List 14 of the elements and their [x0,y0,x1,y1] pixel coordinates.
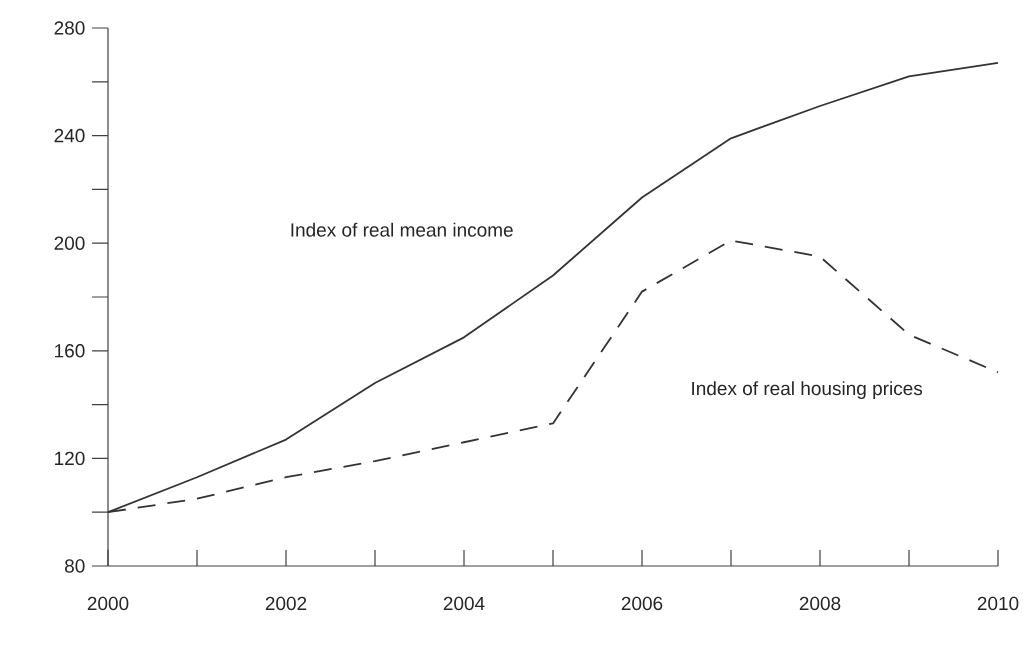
x-tick-label: 2008 [799,596,841,611]
y-tick-label: 200 [54,236,85,250]
x-tick-label: 2002 [265,596,307,611]
y-tick-label: 160 [55,344,85,358]
y-tick-label: 240 [54,128,85,143]
x-tick-label: 2010 [977,596,1019,611]
x-tick-label: 2006 [621,596,663,611]
series-label: Index of real housing prices [692,381,923,399]
x-tick-label: 2000 [87,596,129,611]
x-tick-label: 2004 [443,596,485,611]
y-tick-label: 120 [55,451,85,466]
y-tick-label: 280 [54,21,85,35]
text: Index of real mean income [291,222,513,237]
y-tick-label: 80 [65,559,85,573]
